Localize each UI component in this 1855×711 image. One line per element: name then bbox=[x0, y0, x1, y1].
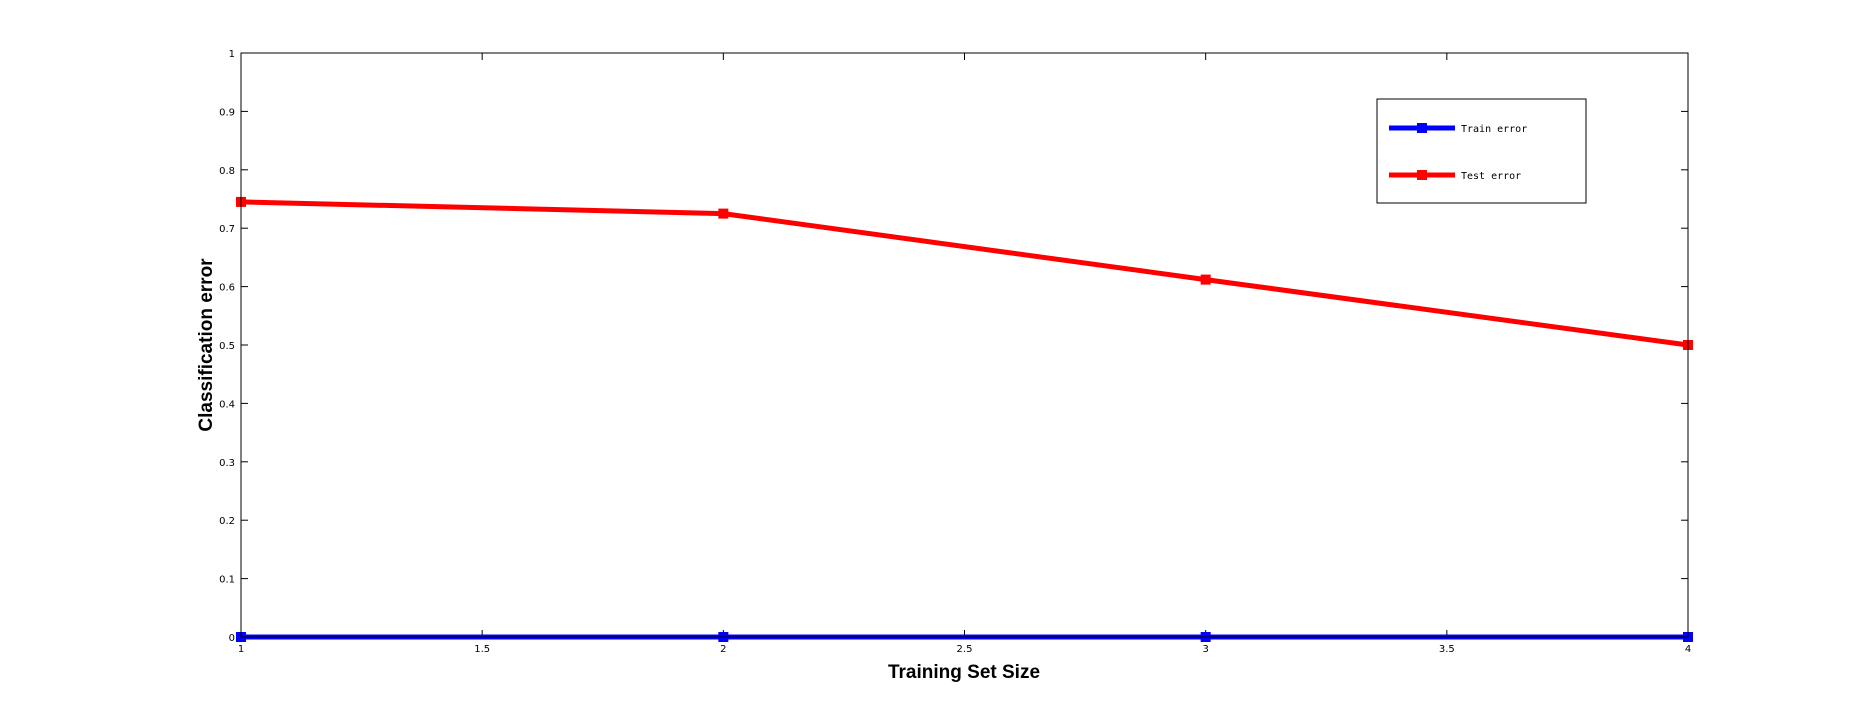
y-tick-label-5: 0.5 bbox=[219, 341, 235, 352]
data-point-test-error-2 bbox=[1200, 274, 1211, 285]
y-tick-label-2: 0.2 bbox=[219, 516, 235, 527]
y-axis-label: Classification error bbox=[196, 258, 217, 432]
x-tick-label-5: 3.5 bbox=[1439, 644, 1455, 655]
legend-label-train-error: Train error bbox=[1461, 124, 1527, 135]
legend-marker-train-error bbox=[1417, 123, 1427, 133]
x-tick-label-1: 1.5 bbox=[474, 644, 490, 655]
axis-tick-labels: 1 1.5 2 2.5 3 3.5 4 0 0.1 0.2 0.3 0.4 0.5 0.6 0.7 0.8 0.… bbox=[219, 49, 1691, 655]
y-tick-label-4: 0.4 bbox=[219, 399, 235, 410]
legend: Train error Test error bbox=[1376, 98, 1587, 204]
y-tick-label-1: 0.1 bbox=[219, 575, 235, 586]
x-tick-label-6: 4 bbox=[1685, 644, 1691, 655]
y-tick-label-10: 1 bbox=[229, 49, 235, 60]
legend-marker-test-error bbox=[1417, 170, 1427, 180]
x-tick-label-4: 3 bbox=[1202, 644, 1208, 655]
plot-area-frame bbox=[240, 52, 1689, 638]
x-tick-label-2: 2 bbox=[720, 644, 726, 655]
legend-entry-test-error: Test error bbox=[1389, 170, 1521, 182]
y-tick-label-0: 0 bbox=[229, 633, 235, 644]
y-tick-label-8: 0.8 bbox=[219, 166, 235, 177]
x-axis-label: Training Set Size bbox=[888, 662, 1040, 683]
y-tick-label-9: 0.9 bbox=[219, 107, 235, 118]
y-tick-label-7: 0.7 bbox=[219, 224, 235, 235]
legend-box bbox=[1376, 98, 1587, 204]
y-tick-label-3: 0.3 bbox=[219, 458, 235, 469]
series-line-test-error bbox=[240, 199, 1689, 348]
x-tick-label-3: 2.5 bbox=[957, 644, 973, 655]
legend-label-test-error: Test error bbox=[1461, 171, 1521, 182]
y-tick-label-6: 0.6 bbox=[219, 283, 235, 294]
legend-entry-train-error: Train error bbox=[1389, 123, 1527, 135]
x-tick-label-0: 1 bbox=[238, 644, 244, 655]
data-point-test-error-1 bbox=[718, 208, 729, 219]
